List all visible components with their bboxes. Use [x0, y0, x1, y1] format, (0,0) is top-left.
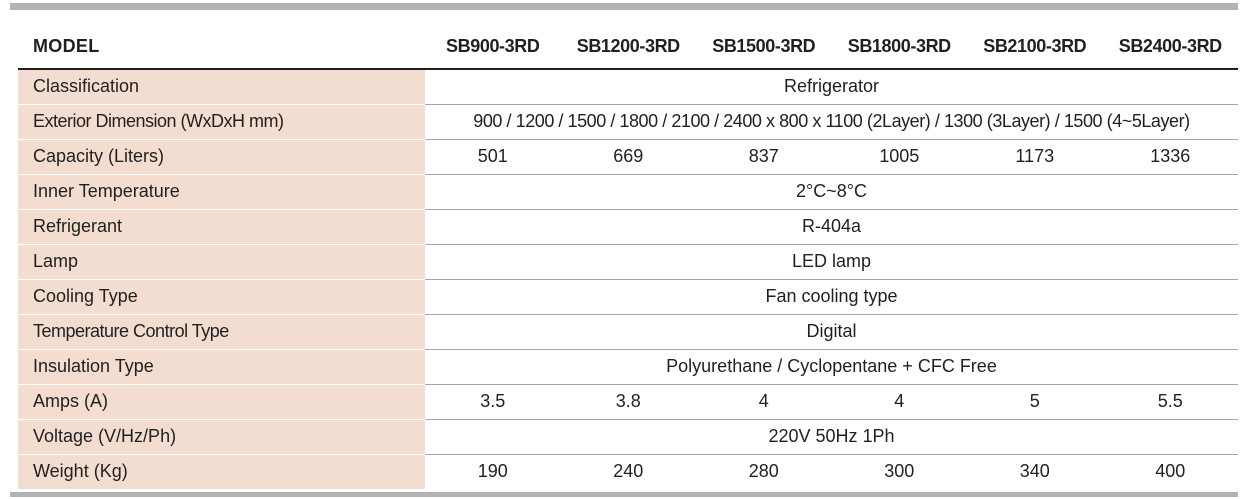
model-header: SB1200-3RD	[560, 25, 696, 70]
header-row: MODEL SB900-3RD SB1200-3RD SB1500-3RD SB…	[18, 25, 1238, 70]
cell-value: 3.5	[425, 384, 561, 420]
row-insulation-type: Insulation Type Polyurethane / Cyclopent…	[18, 349, 1238, 385]
cell-value: 3.8	[560, 384, 696, 420]
cell-value: 300	[884, 461, 915, 482]
row-capacity: Capacity (Liters) 501 669 837 1005 1173 …	[18, 139, 1238, 175]
row-label: Voltage (V/Hz/Ph)	[18, 419, 425, 455]
top-divider-bar	[10, 3, 1238, 10]
row-label: Inner Temperature	[18, 174, 425, 210]
cell-value: 1336	[1102, 139, 1238, 175]
row-label: Capacity (Liters)	[18, 139, 425, 175]
header-label: MODEL	[18, 25, 425, 70]
row-label: Insulation Type	[18, 349, 425, 385]
row-value: Fan cooling type	[425, 279, 1238, 315]
model-header: SB2100-3RD	[967, 25, 1103, 70]
row-value: Polyurethane / Cyclopentane + CFC Free	[425, 349, 1238, 385]
cell-value: 400	[1155, 461, 1186, 482]
cell-value: 4	[696, 384, 832, 420]
row-classification: Classification Refrigerator	[18, 69, 1238, 105]
row-voltage: Voltage (V/Hz/Ph) 220V 50Hz 1Ph	[18, 419, 1238, 455]
cell-value: 5	[967, 384, 1103, 420]
row-label: Weight (Kg)	[18, 454, 425, 489]
row-label: Exterior Dimension (WxDxH mm)	[18, 104, 425, 140]
row-value: LED lamp	[425, 244, 1238, 280]
row-value: 900 / 1200 / 1500 / 1800 / 2100 / 2400 x…	[425, 104, 1238, 140]
row-exterior-dimension: Exterior Dimension (WxDxH mm) 900 / 1200…	[18, 104, 1238, 140]
cell-value: 501	[425, 139, 561, 175]
cell-value: 669	[560, 139, 696, 175]
row-temperature-control-type: Temperature Control Type Digital	[18, 314, 1238, 350]
row-amps: Amps (A) 3.5 3.8 4 4 5 5.5	[18, 384, 1238, 420]
cell-value: 190	[477, 461, 508, 482]
row-lamp: Lamp LED lamp	[18, 244, 1238, 280]
model-header: SB2400-3RD	[1102, 25, 1238, 70]
cell-value: 837	[696, 139, 832, 175]
cell-value: 340	[1019, 461, 1050, 482]
row-cooling-type: Cooling Type Fan cooling type	[18, 279, 1238, 315]
row-weight: Weight (Kg) 190 240 280 300 340 400	[18, 454, 1238, 489]
row-label: Cooling Type	[18, 279, 425, 315]
row-label: Lamp	[18, 244, 425, 280]
row-value: 220V 50Hz 1Ph	[425, 419, 1238, 455]
row-value: R-404a	[425, 209, 1238, 245]
model-header: SB900-3RD	[425, 25, 561, 70]
row-label: Refrigerant	[18, 209, 425, 245]
row-value: 2°C~8°C	[425, 174, 1238, 210]
row-value: Refrigerator	[425, 69, 1238, 105]
model-header: SB1800-3RD	[831, 25, 967, 70]
cell-value: 5.5	[1102, 384, 1238, 420]
row-value: Digital	[425, 314, 1238, 350]
cell-value: 1005	[831, 139, 967, 175]
model-header: SB1500-3RD	[696, 25, 832, 70]
cell-value: 240	[613, 461, 644, 482]
cell-value: 4	[831, 384, 967, 420]
row-inner-temperature: Inner Temperature 2°C~8°C	[18, 174, 1238, 210]
cell-value: 280	[748, 461, 779, 482]
row-label: Amps (A)	[18, 384, 425, 420]
cell-value: 1173	[967, 139, 1103, 175]
row-label: Temperature Control Type	[18, 314, 425, 350]
bottom-divider-bar	[10, 492, 1238, 497]
row-label: Classification	[18, 69, 425, 105]
spec-table: MODEL SB900-3RD SB1200-3RD SB1500-3RD SB…	[18, 25, 1238, 489]
row-refrigerant: Refrigerant R-404a	[18, 209, 1238, 245]
